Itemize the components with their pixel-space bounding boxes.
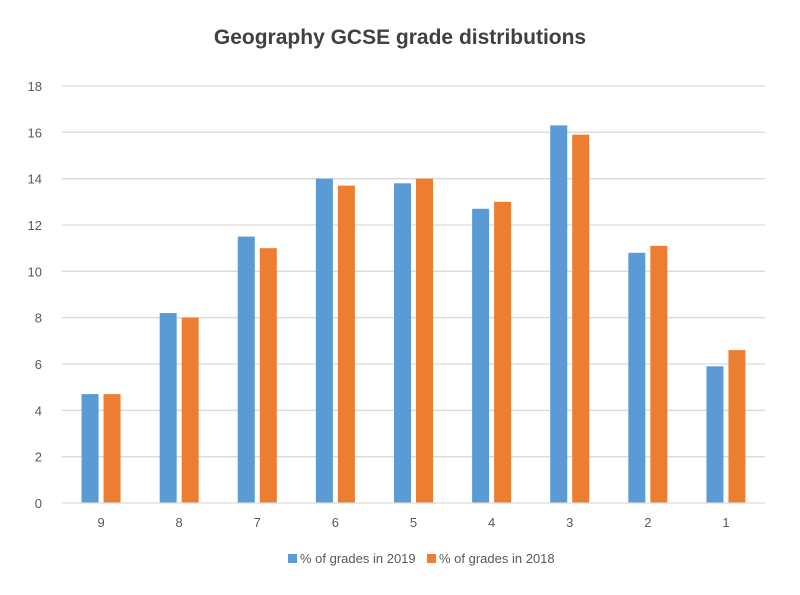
bar-series-2-grade-5 (416, 178, 433, 503)
bar-series-1-grade-4 (472, 208, 490, 504)
bar-series-2-grade-2 (650, 245, 668, 503)
x-tick-label: 8 (176, 515, 183, 530)
y-tick-label: 18 (28, 79, 42, 94)
x-tick-label: 4 (488, 515, 495, 530)
bar-series-1-grade-5 (394, 183, 411, 504)
y-tick-label: 2 (35, 450, 42, 465)
bar-series-2-grade-9 (103, 394, 121, 503)
bar-series-2-grade-8 (181, 317, 199, 503)
y-tick-label: 10 (28, 264, 42, 279)
bar-series-2-grade-6 (337, 185, 355, 503)
bar-series-1-grade-1 (706, 366, 724, 503)
x-tick-label: 7 (254, 515, 261, 530)
x-tick-label: 3 (566, 515, 573, 530)
y-tick-label: 12 (28, 218, 42, 233)
bar-series-1-grade-2 (628, 252, 646, 503)
y-tick-label: 0 (35, 496, 42, 511)
x-tick-label: 6 (332, 515, 339, 530)
legend-swatch (427, 554, 436, 563)
bar-series-2-grade-7 (259, 248, 277, 503)
gridlines (62, 85, 765, 458)
y-tick-label: 14 (28, 172, 42, 187)
bar-series-1-grade-9 (81, 394, 99, 503)
x-tick-label: 2 (644, 515, 651, 530)
x-tick-label: 5 (410, 515, 417, 530)
y-tick-label: 16 (28, 125, 42, 140)
y-tick-label: 8 (35, 311, 42, 326)
bars (81, 125, 746, 504)
legend: % of grades in 2019 % of grades in 2018 (288, 551, 555, 566)
legend-label: % of grades in 2018 (439, 551, 555, 566)
legend-swatch (288, 554, 297, 563)
bar-series-2-grade-3 (572, 134, 590, 503)
axes: 0 2 4 6 8 10 12 14 16 18 9 8 7 6 5 4 3 2 1 (28, 79, 765, 530)
bar-series-1-grade-3 (550, 125, 568, 503)
legend-label: % of grades in 2019 (300, 551, 416, 566)
x-tick-label: 1 (722, 515, 729, 530)
chart-title: Geography GCSE grade distributions (213, 26, 587, 49)
bar-series-2-grade-4 (494, 201, 512, 504)
bar-series-1-grade-8 (159, 313, 177, 503)
bar-series-1-grade-7 (237, 236, 255, 504)
y-tick-label: 4 (35, 403, 42, 418)
x-tick-label: 9 (97, 515, 104, 530)
bar-series-2-grade-1 (728, 350, 746, 503)
y-tick-label: 6 (35, 357, 42, 372)
bar-series-1-grade-6 (315, 178, 333, 503)
